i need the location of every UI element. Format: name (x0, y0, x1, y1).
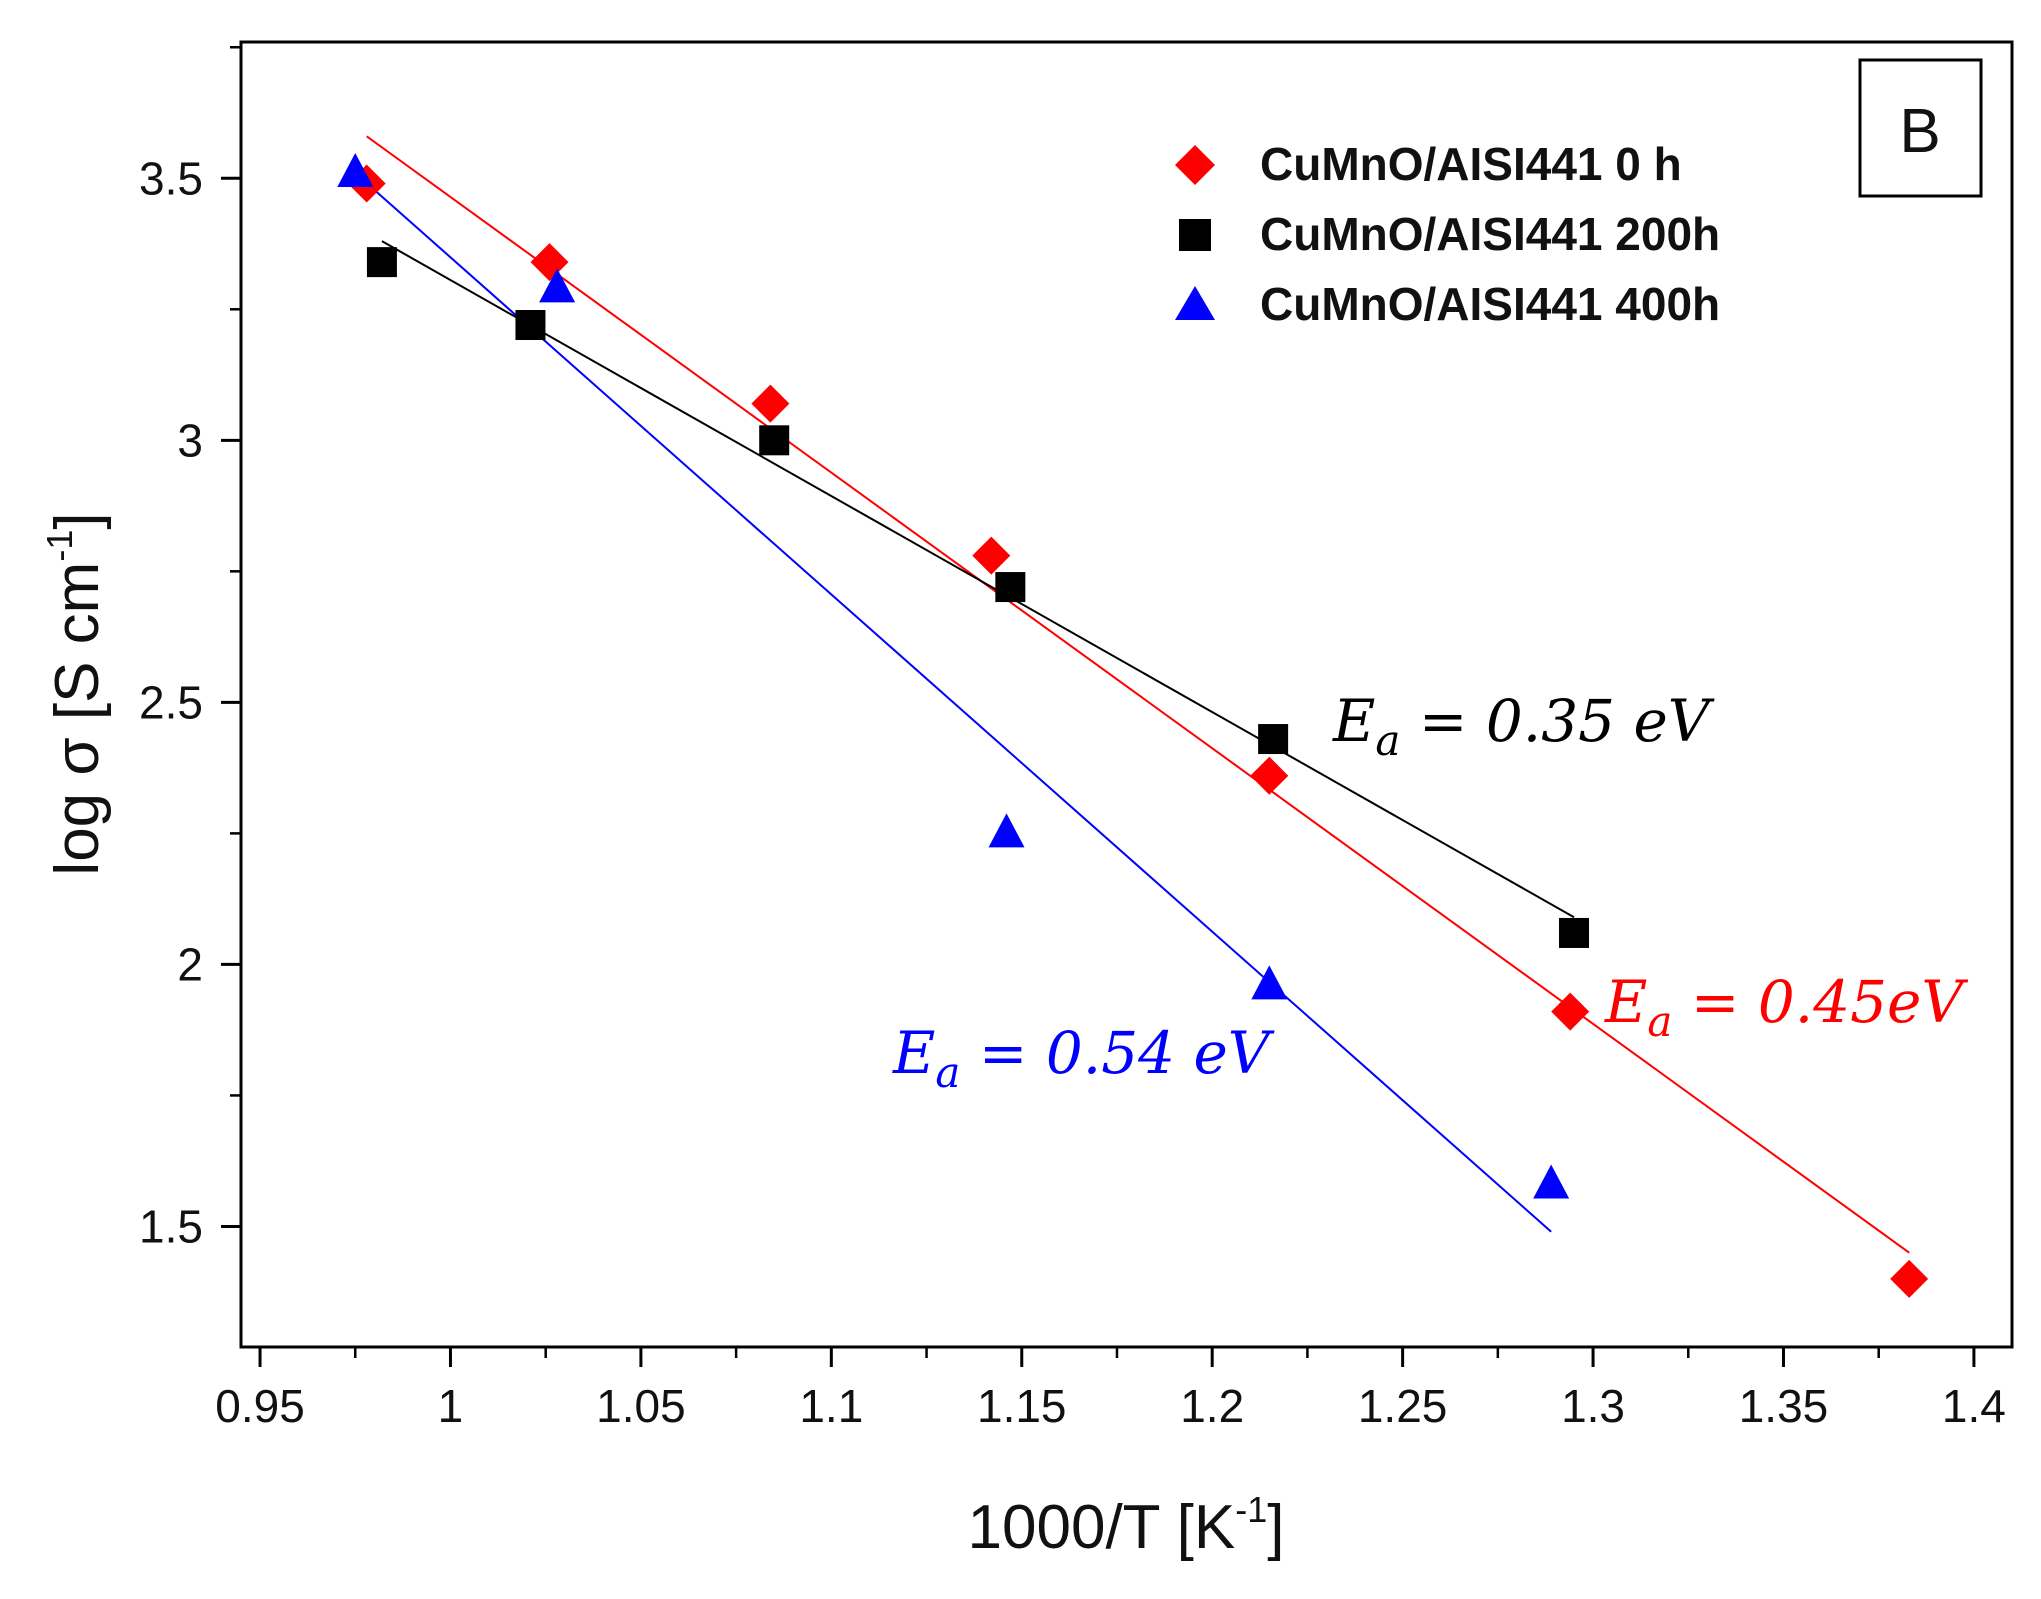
data-point-square (759, 425, 790, 456)
data-point-square (1258, 724, 1289, 755)
ea-annotation-200h: Ea = 0.35 eV (1332, 687, 1715, 765)
y-tick-label: 2 (177, 938, 203, 990)
ea-200h-sub: a (1375, 716, 1400, 765)
x-tick-label: 1.35 (1739, 1380, 1829, 1432)
ea-400h-sub: a (935, 1048, 960, 1097)
data-point-diamond (1890, 1259, 1929, 1298)
data-point-triangle (539, 268, 576, 303)
data-point-square (515, 310, 546, 341)
legend-label-0h: CuMnO/AISI441 0 h (1260, 138, 1682, 190)
x-tick-label: 1.05 (596, 1380, 686, 1432)
panel-label: B (1899, 97, 1940, 166)
data-point-diamond (972, 536, 1011, 575)
data-point-square (366, 247, 397, 278)
ea-0h-rhs: = 0.45eV (1672, 968, 1968, 1036)
legend: CuMnO/AISI441 0 h CuMnO/AISI441 200h CuM… (1175, 138, 1720, 330)
fit-line (381, 240, 1575, 919)
ea-200h-lhs: E (1332, 687, 1375, 755)
y-axis-label-main: log σ [S cm (43, 562, 112, 876)
plot-frame (239, 40, 2014, 1349)
ea-0h-lhs: E (1604, 968, 1647, 1036)
legend-label-400h: CuMnO/AISI441 400h (1260, 278, 1720, 330)
y-tick-label: 3.5 (139, 152, 203, 204)
ea-annotation-400h: Ea = 0.54 eV (892, 1019, 1275, 1097)
data-point-diamond (1551, 992, 1590, 1031)
x-tick-label: 1.4 (1942, 1380, 2006, 1432)
data-point-triangle (1533, 1164, 1570, 1199)
y-tick-label: 1.5 (139, 1200, 203, 1252)
data-point-triangle (1251, 965, 1288, 1000)
ea-200h-rhs: = 0.35 eV (1400, 687, 1714, 755)
x-tick-label: 0.95 (215, 1380, 305, 1432)
y-axis-label-end: ] (43, 512, 112, 529)
legend-marker-200h (1179, 219, 1211, 251)
x-axis-label-main: 1000/T [K (968, 1493, 1236, 1562)
x-axis-label-end: ] (1267, 1493, 1284, 1562)
data-point-diamond (1250, 756, 1289, 795)
x-tick-label: 1.2 (1180, 1380, 1244, 1432)
data-point-triangle (337, 153, 374, 188)
fit-line (354, 172, 1552, 1233)
data-point-square (1559, 917, 1590, 948)
legend-marker-0h (1175, 145, 1215, 185)
data-point-diamond (751, 384, 790, 423)
x-tick-label: 1 (438, 1380, 464, 1432)
data-point-square (995, 572, 1026, 603)
legend-label-200h: CuMnO/AISI441 200h (1260, 208, 1720, 260)
y-axis-label-sup: -1 (39, 530, 80, 562)
ea-400h-lhs: E (892, 1019, 935, 1087)
x-tick-label: 1.3 (1561, 1380, 1625, 1432)
fit-line (366, 135, 1910, 1254)
fit-lines (354, 135, 1910, 1254)
data-point-triangle (988, 813, 1025, 848)
y-axis-label: log σ [S cm-1] (39, 512, 112, 875)
x-axis: 0.95 1 1.05 1.1 1.15 1.2 1.25 1.3 1.35 1.4 (215, 1347, 2006, 1432)
ea-400h-rhs: = 0.54 eV (960, 1019, 1274, 1087)
x-tick-label: 1.25 (1358, 1380, 1448, 1432)
x-tick-label: 1.15 (977, 1380, 1067, 1432)
x-axis-label-sup: -1 (1235, 1489, 1267, 1530)
panel-label-box: B (1858, 58, 1983, 198)
y-axis: 1.5 2 2.5 3 3.5 (139, 45, 241, 1252)
data-markers (337, 153, 1929, 1298)
ea-0h-sub: a (1647, 997, 1672, 1046)
data-point-diamond (530, 243, 569, 282)
x-axis-label: 1000/T [K-1] (968, 1489, 1285, 1562)
y-tick-label: 2.5 (139, 676, 203, 728)
y-tick-label: 3 (177, 414, 203, 466)
x-tick-label: 1.1 (799, 1380, 863, 1432)
ea-annotation-0h: Ea = 0.45eV (1604, 968, 1968, 1046)
legend-marker-400h (1175, 286, 1215, 320)
